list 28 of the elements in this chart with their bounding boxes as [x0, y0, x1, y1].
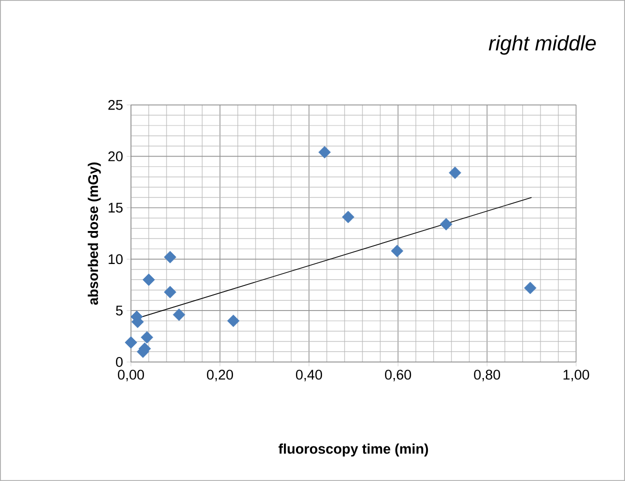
x-axis-title: fluoroscopy time (min) [278, 444, 428, 457]
point [164, 250, 176, 264]
y-axis-title: absorbed dose (mGy) [88, 162, 101, 305]
point [440, 218, 452, 230]
x-tick-label: 1,00 [564, 370, 590, 382]
point [342, 210, 354, 224]
point [318, 146, 331, 158]
x-tick-label: 0,00 [118, 370, 144, 382]
point [524, 282, 536, 294]
y-tick-label: 0 [116, 357, 123, 367]
x-tick-label: 0,80 [474, 370, 500, 382]
y-tick-label: 15 [108, 202, 123, 213]
y-tick-label: 25 [108, 100, 123, 110]
point [448, 166, 462, 180]
point [390, 244, 404, 258]
x-tick-label: 0,20 [206, 370, 234, 382]
point [124, 336, 138, 349]
point [172, 308, 186, 321]
y-tick-label: 10 [108, 254, 123, 264]
x-tick-label: 0,60 [385, 370, 412, 382]
point [140, 331, 154, 344]
point [142, 274, 155, 286]
y-tick-label: 5 [116, 306, 123, 316]
y-tick-label: 20 [108, 151, 123, 162]
point [227, 314, 240, 328]
x-tick-label: 0,40 [296, 370, 322, 382]
chart-title: right middle [488, 35, 596, 55]
point [164, 286, 176, 298]
